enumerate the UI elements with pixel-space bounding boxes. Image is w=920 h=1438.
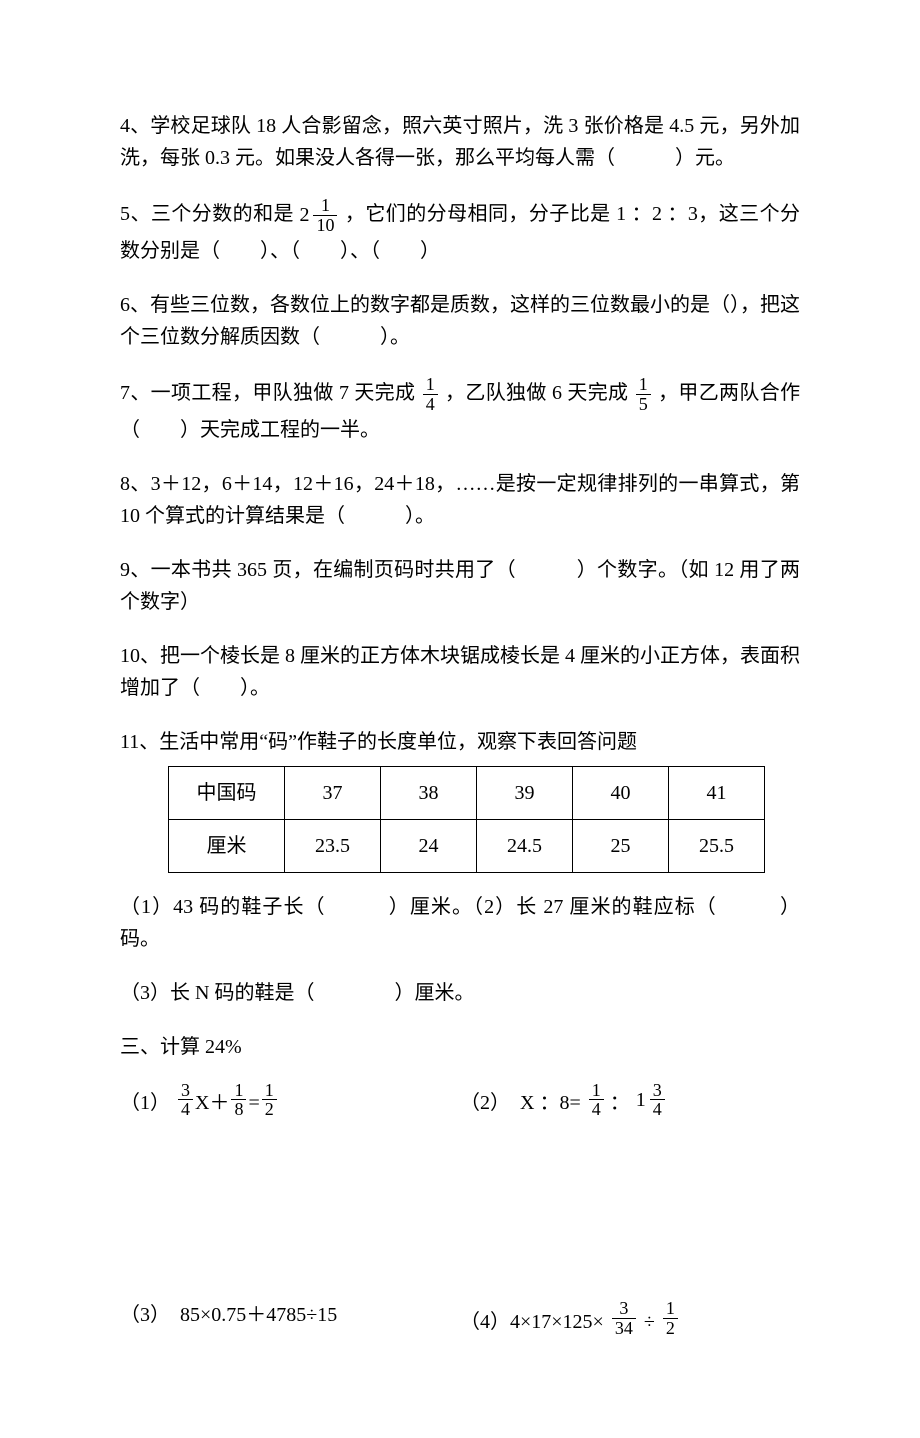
section-3-title: 三、计算 24% [120,1031,800,1063]
fraction: 1 2 [262,1081,277,1120]
denominator: 4 [178,1100,193,1119]
numerator: 1 [262,1081,277,1101]
denominator: 2 [663,1319,678,1338]
fraction: 1 5 [636,375,651,414]
denominator: 10 [313,216,337,235]
row-header: 中国码 [169,766,285,819]
numerator: 3 [612,1299,636,1319]
table-cell: 25.5 [669,819,765,872]
table-cell: 39 [477,766,573,819]
q7-text-pre: 7、一项工程，甲队独做 7 天完成 [120,382,415,404]
denominator: 8 [231,1100,246,1119]
question-11-sub1-2: （1）43 码的鞋子长（ ）厘米。（2）长 27 厘米的鞋应标（ ）码。 [120,891,800,955]
numerator: 1 [231,1081,246,1101]
fraction: 1 2 [663,1299,678,1338]
fraction: 1 10 [313,196,337,235]
table-row: 中国码 37 38 39 40 41 [169,766,765,819]
numerator: 1 [636,375,651,395]
row-header: 厘米 [169,819,285,872]
mixed-whole: 2 [299,199,309,231]
calc-text: ÷ [644,1306,655,1338]
fraction: 1 8 [231,1081,246,1120]
question-4: 4、学校足球队 18 人合影留念，照六英寸照片，洗 3 张价格是 4.5 元，另… [120,110,800,174]
q5-text-pre: 5、三个分数的和是 [120,203,294,225]
mixed-fraction: 1 3 4 [636,1081,667,1120]
question-11-intro: 11、生活中常用“码”作鞋子的长度单位，观察下表回答问题 [120,726,800,758]
denominator: 4 [589,1100,604,1119]
calc-text: ： [606,1087,630,1119]
numerator: 1 [313,196,337,216]
calc-text: = [248,1087,259,1119]
table-cell: 37 [285,766,381,819]
mixed-fraction: 2 1 10 [299,196,339,235]
question-7: 7、一项工程，甲队独做 7 天完成 1 4 ，乙队独做 6 天完成 1 5 ，甲… [120,375,800,446]
table-cell: 23.5 [285,819,381,872]
table-cell: 41 [669,766,765,819]
calc-3: （3） 85×0.75＋4785÷15 [120,1299,460,1338]
numerator: 1 [423,375,438,395]
calc-label: （1） [120,1087,170,1119]
table-cell: 40 [573,766,669,819]
calc-text: X＋ [195,1087,229,1119]
calc-1: （1） 3 4 X＋ 1 8 = 1 2 [120,1081,460,1120]
q7-text-mid: ，乙队独做 6 天完成 [445,382,628,404]
calc-2: （2） X ：8= 1 4 ： 1 3 4 [460,1081,800,1120]
denominator: 4 [423,395,438,414]
question-6: 6、有些三位数，各数位上的数字都是质数，这样的三位数最小的是（），把这个三位数分… [120,289,800,353]
table-cell: 38 [381,766,477,819]
numerator: 1 [663,1299,678,1319]
mixed-whole: 1 [636,1084,646,1116]
numerator: 3 [178,1081,193,1101]
table-cell: 25 [573,819,669,872]
calc-label: （4）4×17×125× [460,1306,604,1338]
question-11-sub3: （3）长 N 码的鞋是（ ）厘米。 [120,977,800,1009]
fraction: 1 4 [423,375,438,414]
table-row: 厘米 23.5 24 24.5 25 25.5 [169,819,765,872]
fraction: 3 4 [650,1081,665,1120]
question-8: 8、3＋12，6＋14，12＋16，24＋18，……是按一定规律排列的一串算式，… [120,468,800,532]
calc-label: （2） X ：8= [460,1087,581,1119]
denominator: 5 [636,395,651,414]
fraction: 3 34 [612,1299,636,1338]
numerator: 3 [650,1081,665,1101]
shoe-size-table: 中国码 37 38 39 40 41 厘米 23.5 24 24.5 25 25… [168,766,765,873]
question-9: 9、一本书共 365 页，在编制页码时共用了（ ）个数字。（如 12 用了两个数… [120,554,800,618]
document-page: 4、学校足球队 18 人合影留念，照六英寸照片，洗 3 张价格是 4.5 元，另… [0,0,920,1438]
table-cell: 24.5 [477,819,573,872]
fraction: 1 4 [589,1081,604,1120]
denominator: 2 [262,1100,277,1119]
calc-4: （4）4×17×125× 3 34 ÷ 1 2 [460,1299,800,1338]
question-5: 5、三个分数的和是 2 1 10 ，它们的分母相同，分子比是 1 ：2 ：3，这… [120,196,800,267]
question-10: 10、把一个棱长是 8 厘米的正方体木块锯成棱长是 4 厘米的小正方体，表面积增… [120,640,800,704]
numerator: 1 [589,1081,604,1101]
denominator: 34 [612,1319,636,1338]
denominator: 4 [650,1100,665,1119]
calc-row-1: （1） 3 4 X＋ 1 8 = 1 2 （2） X ：8= 1 4 ： [120,1081,800,1120]
table-cell: 24 [381,819,477,872]
calc-row-2: （3） 85×0.75＋4785÷15 （4）4×17×125× 3 34 ÷ … [120,1299,800,1338]
fraction: 3 4 [178,1081,193,1120]
